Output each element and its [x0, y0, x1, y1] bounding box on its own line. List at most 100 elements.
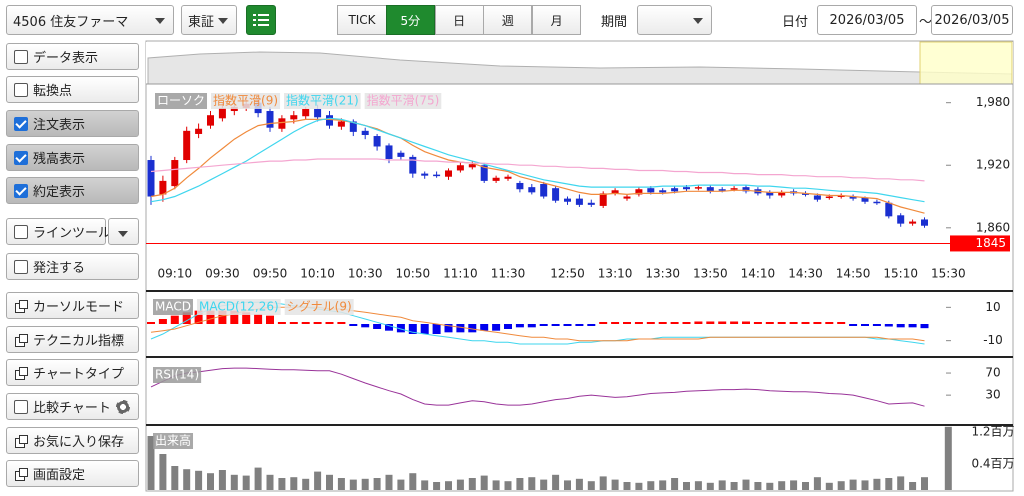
sidebar-button[interactable]: テクニカル指標 [6, 326, 139, 353]
candle-body [861, 197, 869, 202]
volume-bar [671, 478, 679, 490]
histogram-bar [206, 310, 215, 324]
series-line [150, 118, 925, 214]
volume-bar [754, 482, 762, 490]
date-from[interactable]: 2026/03/05 [817, 5, 917, 35]
candle-body [373, 136, 381, 147]
series-line [150, 117, 925, 203]
legend-box [153, 299, 193, 315]
volume-bar [778, 481, 786, 490]
candle-body [647, 188, 655, 193]
volume-bar [516, 478, 524, 490]
candle-body [718, 189, 726, 191]
legend-box [284, 299, 354, 315]
y-tick-label: 1.2百万 [971, 425, 1014, 439]
symbol-select[interactable]: 4506 住友ファーマ [6, 5, 174, 35]
volume-bar [456, 479, 464, 490]
period-tab-text: 日 [453, 13, 466, 28]
histogram-bar [599, 322, 608, 324]
candle-body [635, 189, 643, 195]
sidebar-button[interactable]: ラインツール [6, 218, 111, 245]
menu-toggle[interactable] [108, 218, 139, 245]
period-tab[interactable]: TICK [337, 5, 387, 35]
histogram-bar [468, 324, 477, 333]
candle-body [456, 165, 464, 171]
sidebar-button[interactable]: チャートタイプ [6, 359, 139, 386]
symbol-text: 4506 住友ファーマ [13, 14, 129, 30]
button-icon [15, 333, 28, 347]
period-tab-text: TICK [348, 13, 376, 27]
sidebar-button[interactable]: 残高表示 [6, 144, 139, 171]
sidebar-button[interactable]: 転換点 [6, 76, 139, 103]
volume-bar [813, 477, 821, 490]
period-tab[interactable]: 5分 [385, 5, 435, 35]
sidebar-button[interactable]: 発注する [6, 253, 139, 280]
sidebar-button[interactable]: 約定表示 [6, 177, 139, 204]
checkbox [14, 399, 28, 414]
volume-bar [468, 478, 476, 490]
volume-bar [825, 482, 833, 490]
sidebar-button[interactable]: データ表示 [6, 43, 139, 70]
volume-bar [909, 482, 917, 490]
histogram-bar [742, 321, 750, 324]
histogram-bar [872, 324, 881, 326]
x-tick-label: 09:10 [158, 267, 193, 281]
candle-body [694, 187, 702, 189]
volume-bar [944, 426, 952, 490]
histogram-bar [444, 324, 453, 333]
sidebar-button[interactable]: カーソルモード [6, 292, 139, 319]
candle-body [921, 219, 928, 226]
period-tab[interactable]: 日 [434, 5, 484, 35]
period-tab[interactable]: 月 [532, 5, 582, 35]
date-to[interactable]: 2026/03/05 [931, 5, 1013, 35]
candle-body [349, 121, 357, 132]
candle-body [885, 202, 893, 217]
histogram-bar [849, 324, 858, 326]
sidebar-button[interactable]: 画面設定 [6, 460, 139, 487]
volume-bar [659, 480, 667, 490]
x-tick-label: 15:10 [883, 267, 918, 281]
candle-body [564, 198, 571, 202]
candle-body [623, 196, 631, 199]
market-select[interactable]: 東証 [181, 5, 237, 35]
checkbox [14, 116, 28, 131]
overview-window[interactable] [919, 41, 1013, 85]
period-tab-text: 週 [501, 13, 514, 28]
histogram-bar [765, 322, 774, 324]
histogram-bar [420, 324, 429, 334]
period-tab[interactable]: 週 [483, 5, 533, 35]
volume-bar [718, 480, 726, 490]
histogram-bar [408, 324, 417, 334]
histogram-bar [706, 321, 715, 324]
period-select[interactable] [637, 5, 712, 35]
sidebar-button[interactable]: 比較チャート [6, 393, 139, 420]
legend-text: ローソク [157, 94, 205, 108]
list-button[interactable] [246, 5, 276, 35]
x-tick-label: 14:10 [741, 267, 776, 281]
period-label: 期間 [601, 15, 628, 30]
volume-bar [587, 481, 595, 490]
volume-bar [647, 481, 655, 490]
volume-bar [242, 475, 250, 490]
sidebar-label: 画面設定 [33, 468, 86, 483]
sidebar-button[interactable]: 注文表示 [6, 110, 139, 137]
sidebar-label: テクニカル指標 [33, 334, 125, 349]
candle-body [671, 188, 679, 192]
volume-bar [147, 436, 155, 490]
sidebar-button[interactable]: お気に入り保存 [6, 427, 139, 454]
volume-bar [266, 474, 274, 490]
volume-bar [314, 471, 322, 490]
histogram-bar [170, 315, 179, 324]
histogram-bar [277, 322, 286, 324]
candle-body [706, 187, 714, 192]
candle-body [683, 187, 690, 190]
settings-icon [116, 400, 130, 414]
market-text: 東証 [188, 14, 215, 30]
y-tick-label: 1,980 [976, 95, 1010, 109]
y-tick-label: 1,860 [976, 220, 1010, 234]
histogram-bar [527, 324, 536, 328]
volume-bar [635, 482, 643, 490]
legend-text: RSI(14) [155, 368, 199, 382]
sidebar-label: 比較チャート [33, 401, 111, 416]
